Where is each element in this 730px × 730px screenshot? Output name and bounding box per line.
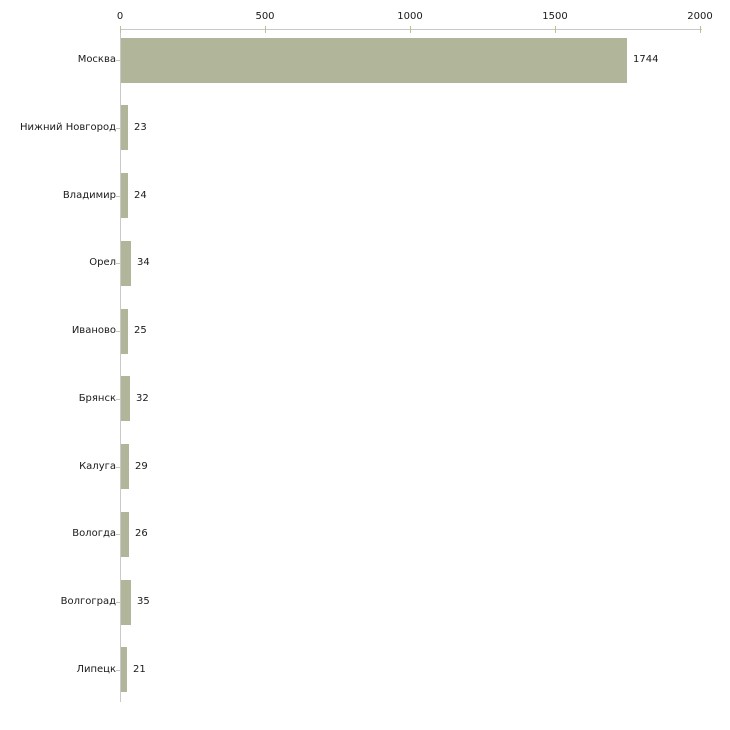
bar	[121, 308, 128, 354]
category-label: Волгоград	[60, 596, 116, 607]
bar	[121, 240, 131, 286]
value-label: 21	[133, 663, 146, 675]
value-label: 25	[134, 325, 147, 336]
value-label: 29	[135, 460, 148, 472]
x-axis-tick-label: 1500	[542, 11, 568, 22]
category-label: Орел	[89, 257, 116, 269]
category-tick	[116, 602, 120, 603]
category-label: Владимир	[62, 189, 116, 201]
value-label: 26	[135, 528, 148, 540]
value-label: 24	[134, 189, 147, 201]
y-axis-line	[120, 29, 121, 702]
category-tick	[116, 263, 120, 264]
x-axis-line	[120, 29, 702, 30]
bar	[121, 376, 130, 422]
bar	[121, 647, 127, 693]
x-axis-tick	[120, 26, 121, 33]
category-tick	[116, 399, 120, 400]
category-tick	[116, 196, 120, 197]
category-label: Вологда	[72, 528, 116, 540]
x-axis-tick	[410, 26, 411, 33]
bar	[121, 105, 128, 151]
category-label: Иваново	[71, 325, 116, 336]
bar	[121, 37, 627, 83]
value-label: 1744	[633, 54, 659, 65]
bar	[121, 579, 131, 625]
category-tick	[116, 128, 120, 129]
category-tick	[116, 60, 120, 61]
x-axis-tick-label: 500	[255, 11, 275, 22]
category-label: Брянск	[78, 392, 116, 404]
x-axis-tick-label: 1000	[397, 11, 423, 22]
bar	[121, 444, 129, 489]
category-tick	[116, 534, 120, 535]
category-label: Москва	[77, 54, 116, 65]
value-label: 35	[137, 596, 150, 607]
category-label: Нижний Новгород	[19, 121, 116, 133]
category-tick	[116, 467, 120, 468]
value-label: 23	[134, 121, 147, 133]
x-axis-tick	[700, 26, 701, 33]
value-label: 34	[137, 257, 150, 269]
x-axis-tick-label: 0	[116, 11, 124, 22]
value-label: 32	[136, 392, 149, 404]
category-label: Калуга	[79, 460, 116, 472]
bar	[121, 173, 128, 218]
category-tick	[116, 331, 120, 332]
bar	[121, 511, 129, 557]
x-axis-tick	[265, 26, 266, 33]
category-tick	[116, 670, 120, 671]
x-axis-tick-label: 2000	[687, 11, 713, 22]
x-axis-tick	[555, 26, 556, 33]
category-label: Липецк	[76, 663, 116, 675]
